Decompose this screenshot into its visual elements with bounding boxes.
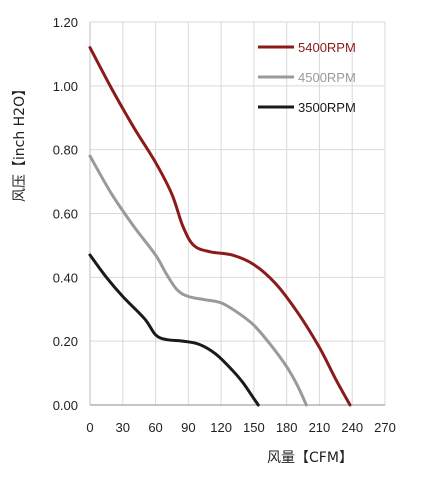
- x-tick-label: 0: [86, 420, 93, 435]
- x-tick-label: 90: [181, 420, 195, 435]
- x-tick-label: 30: [116, 420, 130, 435]
- ticks: 0 30 60 90 120 150 180 210 240 270 0.00 0.20 0.40 0.6…: [53, 15, 396, 435]
- x-tick-label: 180: [276, 420, 298, 435]
- legend-label-3500rpm: 3500RPM: [298, 100, 356, 115]
- y-tick-label: 0.60: [53, 207, 78, 222]
- y-tick-label: 0.20: [53, 334, 78, 349]
- legend-label-4500rpm: 4500RPM: [298, 70, 356, 85]
- x-tick-label: 120: [210, 420, 232, 435]
- x-tick-label: 150: [243, 420, 265, 435]
- x-tick-label: 60: [148, 420, 162, 435]
- series-layer: [88, 46, 352, 407]
- x-tick-label: 240: [341, 420, 363, 435]
- y-tick-label: 1.00: [53, 79, 78, 94]
- y-axis-title: 风压【inch H2O】: [12, 82, 28, 202]
- x-tick-label: 270: [374, 420, 396, 435]
- legend: 5400RPM 4500RPM 3500RPM: [258, 40, 356, 115]
- grid: [90, 21, 386, 405]
- x-axis-title: 风量【CFM】: [267, 450, 353, 466]
- series-line-4500rpm: [88, 154, 308, 407]
- y-tick-label: 0.00: [53, 398, 78, 413]
- series-line-5400rpm: [88, 46, 352, 407]
- series-line-3500rpm: [88, 253, 260, 407]
- y-tick-label: 1.20: [53, 15, 78, 30]
- y-tick-label: 0.80: [53, 143, 78, 158]
- legend-label-5400rpm: 5400RPM: [298, 40, 356, 55]
- x-tick-label: 210: [309, 420, 331, 435]
- axes: [89, 22, 385, 406]
- y-tick-label: 0.40: [53, 270, 78, 285]
